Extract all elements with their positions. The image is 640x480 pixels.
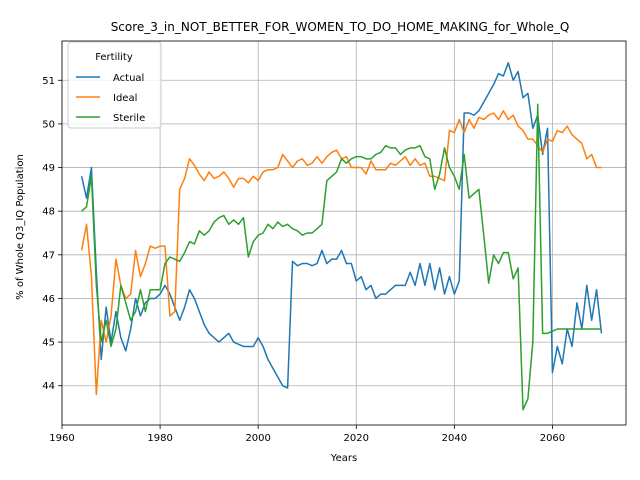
legend-entry-actual: Actual	[113, 73, 144, 84]
x-tick-label: 1980	[147, 433, 172, 444]
legend-entry-sterile: Sterile	[113, 113, 145, 124]
x-tick-label: 2000	[245, 433, 270, 444]
chart-title: Score_3_in_NOT_BETTER_FOR_WOMEN_TO_DO_HO…	[111, 20, 570, 34]
legend: Fertility Actual Ideal Sterile	[67, 41, 162, 129]
x-tick-label: 2040	[442, 433, 467, 444]
x-tick-label: 1960	[49, 433, 74, 444]
legend-title: Fertility	[95, 52, 133, 63]
y-tick-label: 46	[42, 294, 55, 305]
y-tick-label: 48	[42, 207, 55, 218]
y-tick-label: 47	[42, 250, 55, 261]
series-line-sterile	[81, 103, 602, 411]
legend-box	[67, 41, 162, 129]
y-tick-label: 45	[42, 338, 55, 349]
legend-entry-ideal: Ideal	[113, 93, 137, 104]
y-axis-label: % of Whole Q3_IQ Population	[15, 154, 26, 300]
axes-frame	[61, 40, 627, 426]
x-tick-label: 2020	[344, 433, 369, 444]
y-tick-label: 44	[42, 381, 55, 392]
y-tick-label: 49	[42, 163, 55, 174]
plot-area: 1960 1980 2000 2020 2040 2060 44 45 46 47 48 49 50 51	[42, 40, 627, 444]
x-axis-label: Years	[330, 453, 357, 464]
y-tick-label: 50	[42, 119, 55, 130]
y-tick-label: 51	[42, 76, 55, 87]
x-tick-label: 2060	[540, 433, 565, 444]
